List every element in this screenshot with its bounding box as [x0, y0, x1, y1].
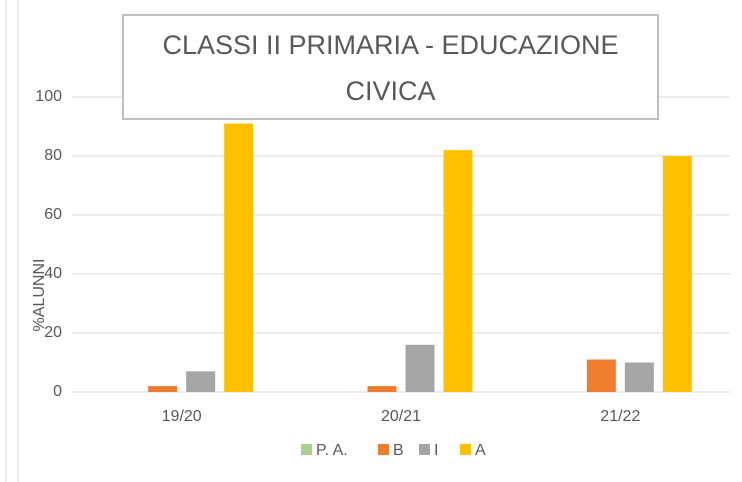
legend-swatch [378, 444, 389, 455]
bar [443, 150, 473, 392]
y-axis-label: %ALUNNI [31, 259, 48, 332]
bar [662, 156, 692, 392]
y-tick-label: 80 [44, 147, 62, 164]
legend-label: A [475, 442, 486, 459]
bar [586, 359, 616, 392]
bar [224, 123, 254, 393]
bar [148, 386, 178, 392]
x-tick-label: 19/20 [162, 408, 202, 425]
legend-swatch [301, 444, 312, 455]
y-tick-label: 0 [53, 383, 62, 400]
bar [186, 371, 216, 392]
chart-title: CLASSI II PRIMARIA - EDUCAZIONE CIVICA [122, 14, 659, 120]
y-tick-label: 60 [44, 206, 62, 223]
legend-label: B [393, 442, 404, 459]
legend-swatch [419, 444, 430, 455]
x-tick-label: 20/21 [381, 408, 421, 425]
legend-swatch [460, 444, 471, 455]
bar [405, 344, 435, 392]
y-tick-label: 100 [35, 88, 62, 105]
legend-label: I [434, 442, 438, 459]
x-tick-label: 21/22 [600, 408, 640, 425]
bar [624, 362, 654, 392]
y-tick-label: 20 [44, 324, 62, 341]
y-tick-label: 40 [44, 265, 62, 282]
bar [367, 386, 397, 392]
legend-label: P. A. [316, 442, 348, 459]
